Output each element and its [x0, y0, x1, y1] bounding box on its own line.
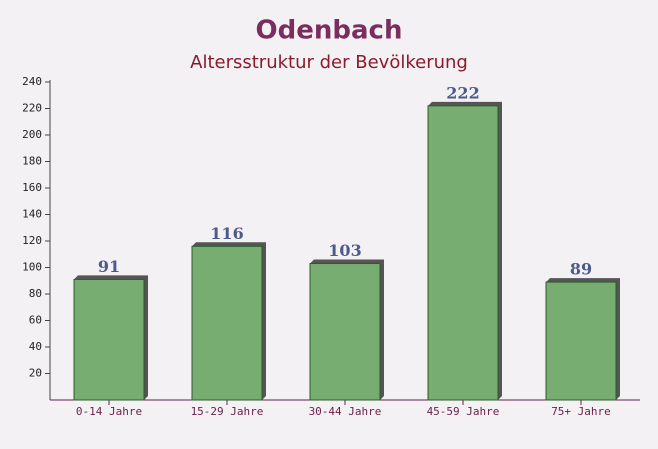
chart-subtitle: Altersstruktur der Bevölkerung: [190, 52, 468, 73]
x-tick-label: 0-14 Jahre: [76, 405, 142, 418]
y-tick-label: 200: [22, 128, 42, 141]
x-tick-label: 45-59 Jahre: [427, 405, 500, 418]
value-label: 103: [328, 241, 361, 260]
y-tick-label: 160: [22, 181, 42, 194]
bar: [427, 105, 499, 401]
bar: [309, 263, 381, 401]
y-tick-label: 40: [29, 340, 42, 353]
y-tick-label: 100: [22, 261, 42, 274]
y-tick-label: 240: [22, 75, 42, 88]
y-tick-label: 80: [29, 287, 42, 300]
value-label: 116: [210, 224, 243, 243]
x-tick-label: 30-44 Jahre: [309, 405, 382, 418]
y-tick-label: 120: [22, 234, 42, 247]
x-tick-label: 75+ Jahre: [551, 405, 611, 418]
bar: [191, 245, 263, 401]
y-tick-label: 220: [22, 102, 42, 115]
value-label: 91: [98, 257, 120, 276]
value-label: 222: [446, 83, 479, 102]
bar: [73, 278, 145, 401]
y-tick-label: 20: [29, 367, 42, 380]
y-tick-label: 140: [22, 208, 42, 221]
value-label: 89: [570, 260, 592, 279]
y-tick-label: 180: [22, 155, 42, 168]
bar: [545, 281, 617, 401]
chart-title: Odenbach: [256, 16, 403, 46]
x-tick-label: 15-29 Jahre: [191, 405, 264, 418]
y-tick-label: 60: [29, 314, 42, 327]
